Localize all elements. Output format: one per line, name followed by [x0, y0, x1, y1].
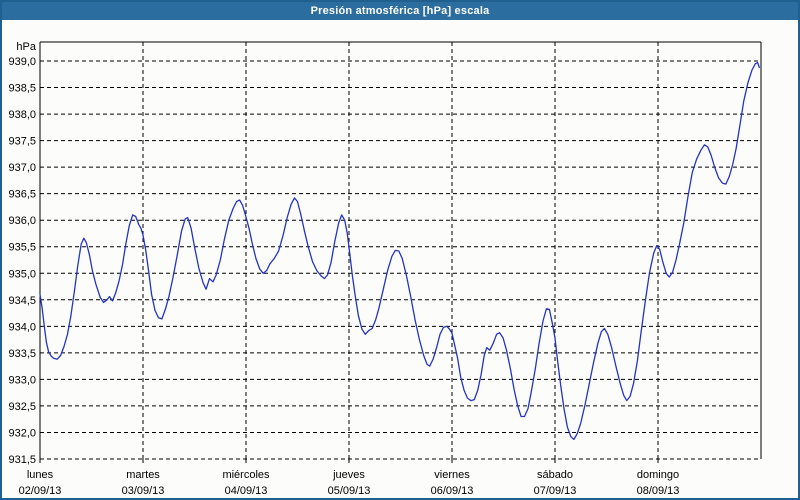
y-axis-tick-label: 934,0 [8, 321, 36, 333]
x-axis-date-label: 02/09/13 [19, 485, 62, 497]
pressure-line-series [39, 61, 760, 441]
y-axis-tick-label: 935,0 [8, 268, 36, 280]
y-axis-tick-label: 933,5 [8, 348, 36, 360]
y-axis-tick-label: 935,5 [8, 242, 36, 254]
x-axis-day-label: jueves [332, 469, 365, 481]
y-axis-tick-label: 933,0 [8, 374, 36, 386]
x-axis-date-label: 03/09/13 [122, 485, 165, 497]
x-axis-day-label: domingo [637, 469, 679, 481]
y-axis-tick-label: 938,5 [8, 83, 36, 95]
x-axis-day-label: viernes [434, 469, 470, 481]
y-axis-tick-label: 936,5 [8, 189, 36, 201]
x-axis-day-label: miércoles [222, 469, 270, 481]
y-axis-unit-label: hPa [16, 41, 36, 53]
y-axis-tick-label: 932,0 [8, 427, 36, 439]
y-axis-tick-label: 937,0 [8, 162, 36, 174]
x-axis-date-label: 04/09/13 [225, 485, 268, 497]
y-axis-tick-label: 936,0 [8, 215, 36, 227]
y-axis-tick-label: 938,0 [8, 109, 36, 121]
x-axis-date-label: 06/09/13 [431, 485, 474, 497]
x-axis-date-label: 07/09/13 [534, 485, 577, 497]
y-axis-tick-label: 937,5 [8, 136, 36, 148]
x-axis-day-label: martes [126, 469, 160, 481]
y-axis-tick-label: 939,0 [8, 56, 36, 68]
x-axis-day-label: sábado [537, 469, 573, 481]
chart-title-bar: Presión atmosférica [hPa] escala [2, 2, 798, 20]
y-axis-tick-label: 932,5 [8, 401, 36, 413]
plot-background [2, 20, 798, 498]
y-axis-tick-label: 934,5 [8, 295, 36, 307]
x-axis-day-label: lunes [27, 469, 54, 481]
chart-title: Presión atmosférica [hPa] escala [310, 5, 490, 17]
y-axis-tick-label: 931,5 [8, 454, 36, 466]
x-axis-date-label: 08/09/13 [637, 485, 680, 497]
x-axis-date-label: 05/09/13 [328, 485, 371, 497]
